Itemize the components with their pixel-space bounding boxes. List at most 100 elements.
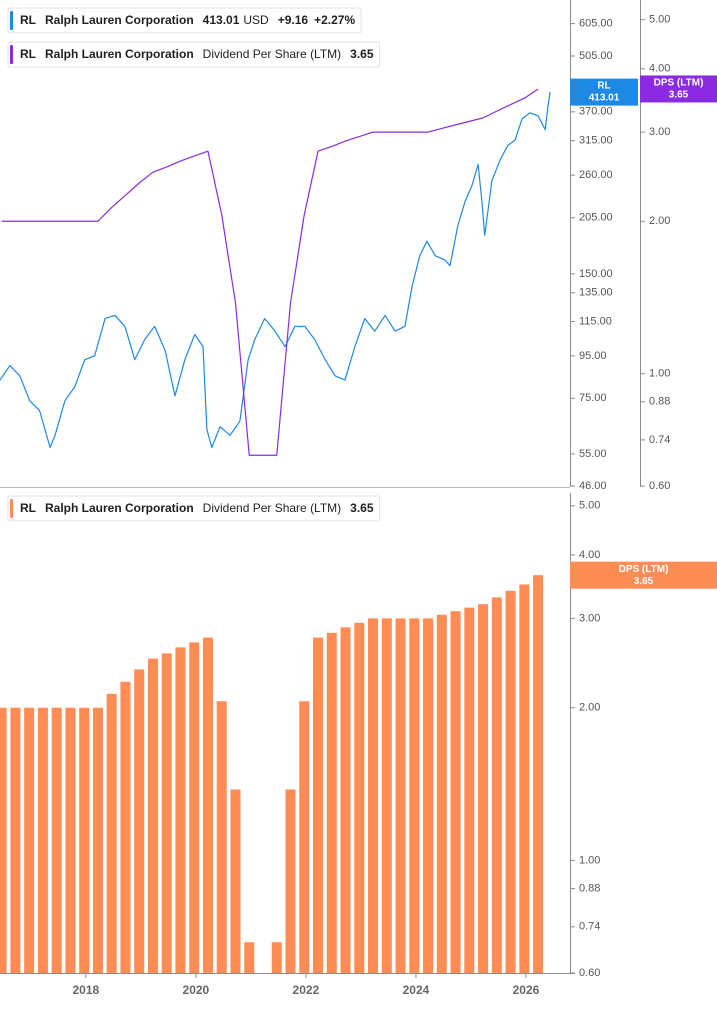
legend-text: Ralph Lauren Corporation [45, 13, 194, 27]
bar [37, 707, 48, 973]
y-tick-label: 55.00 [579, 448, 607, 460]
bar [491, 597, 502, 973]
legend-box [7, 495, 381, 522]
price-tag: DPS (LTM)3.65 [640, 75, 717, 103]
y-tick-label: 205.00 [579, 212, 613, 224]
bar [175, 647, 186, 973]
y-tick-label: 260.00 [579, 169, 613, 181]
y-tick-label: 75.00 [579, 392, 607, 404]
y-tick-label: 605.00 [579, 17, 613, 29]
y-tick-label: 0.60 [649, 480, 670, 492]
legend-text: USD [243, 13, 269, 27]
bar [285, 789, 296, 973]
x-tick-label: 2026 [513, 983, 540, 997]
y-tick-label: 0.74 [649, 434, 670, 446]
bar [299, 701, 310, 973]
legend-swatch [10, 45, 13, 64]
y-tick-label: 115.00 [579, 315, 612, 327]
legend-swatch [10, 499, 13, 518]
legend-text: Ralph Lauren Corporation [45, 501, 194, 515]
bar [92, 707, 103, 973]
legend-text: +2.27% [314, 13, 355, 27]
tag-value: 413.01 [589, 93, 620, 104]
bar [478, 604, 489, 973]
bar [409, 618, 420, 973]
bar [533, 575, 544, 973]
bar [423, 618, 434, 973]
tag-label: DPS (LTM) [654, 78, 704, 89]
y-tick-label: 370.00 [579, 106, 613, 118]
bar [340, 627, 351, 973]
y-tick-label: 2.00 [649, 215, 670, 227]
x-tick-label: 2022 [293, 983, 320, 997]
bar [464, 607, 475, 973]
bar [395, 618, 406, 973]
x-tick-label: 2020 [183, 983, 210, 997]
y-tick-label: 135.00 [579, 287, 613, 299]
bar [0, 707, 7, 973]
bar [65, 707, 76, 973]
bar [147, 658, 158, 973]
tag-label: RL [597, 81, 610, 92]
y-tick-label: 0.88 [579, 883, 600, 895]
y-tick-label: 4.00 [579, 549, 600, 561]
legend-text: 413.01 [203, 13, 240, 27]
legend-item: RL Ralph Lauren Corporation Dividend Per S… [7, 495, 381, 522]
y-tick-label: 3.00 [649, 126, 670, 138]
y-tick-label: 1.00 [579, 854, 600, 866]
bar [450, 611, 461, 973]
tag-box [640, 75, 717, 103]
legend-box [7, 7, 362, 34]
legend-text: Ralph Lauren Corporation [45, 47, 194, 61]
tag-label: DPS (LTM) [619, 564, 669, 575]
x-tick-label: 2018 [72, 983, 99, 997]
bar [354, 622, 365, 973]
bar [216, 701, 227, 973]
bar [134, 669, 145, 973]
bar [381, 618, 392, 973]
y-tick-label: 0.74 [579, 921, 600, 933]
bar [79, 707, 90, 973]
legend-text: Dividend Per Share (LTM) [203, 47, 342, 61]
bar [326, 632, 337, 973]
bar [24, 707, 35, 973]
legend-swatch [10, 11, 13, 30]
series-line [1, 88, 539, 456]
legend-item: RL Ralph Lauren Corporation 413.01 USD +9.16… [7, 7, 362, 34]
bar [10, 707, 21, 973]
bar [519, 584, 530, 973]
bar [313, 637, 324, 973]
tag-value: 3.65 [669, 90, 689, 101]
bar [436, 614, 447, 973]
y-tick-label: 0.88 [649, 396, 670, 408]
bar [230, 789, 241, 973]
y-tick-label: 505.00 [579, 50, 613, 62]
y-tick-label: 46.00 [579, 480, 607, 492]
bar [505, 590, 516, 973]
series-line [0, 92, 551, 449]
y-tick-label: 95.00 [579, 350, 607, 362]
y-tick-label: 5.00 [649, 14, 670, 26]
legend-item: RL Ralph Lauren Corporation Dividend Per S… [7, 41, 381, 68]
legend-text: RL [20, 13, 36, 27]
bar [161, 653, 172, 973]
bar [120, 681, 131, 973]
price-tag: DPS (LTM)3.65 [570, 561, 717, 589]
legend-text: 3.65 [350, 501, 374, 515]
bar [271, 942, 282, 973]
tag-value: 3.65 [634, 576, 654, 587]
y-tick-label: 315.00 [579, 135, 613, 147]
legend-text: RL [20, 47, 36, 61]
bar [368, 618, 379, 973]
bar [106, 693, 117, 973]
tag-box [570, 78, 638, 106]
y-tick-label: 1.00 [649, 368, 670, 380]
tag-box [570, 561, 717, 589]
y-tick-label: 0.60 [579, 967, 600, 979]
bar [189, 642, 200, 973]
legend-text: Dividend Per Share (LTM) [203, 501, 342, 515]
y-tick-label: 4.00 [649, 63, 670, 75]
